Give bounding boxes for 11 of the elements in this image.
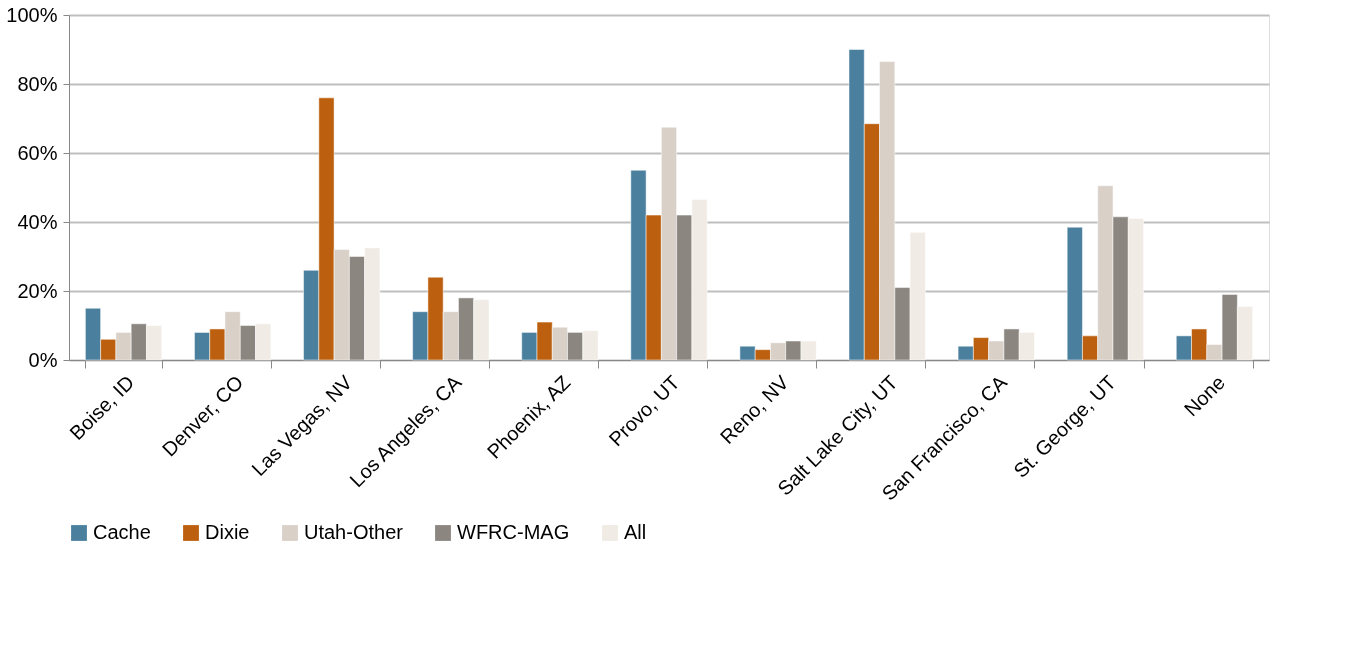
legend-label: Dixie <box>205 521 250 543</box>
y-tick-label: 40% <box>17 210 58 233</box>
legend-label: Cache <box>93 521 151 543</box>
y-tick-label: 20% <box>17 279 58 302</box>
y-tick-label: 0% <box>28 348 58 371</box>
y-tick-label: 80% <box>17 72 58 95</box>
legend-label: All <box>624 521 647 543</box>
legend-label: WFRC-MAG <box>457 521 570 543</box>
legend-label: Utah-Other <box>304 521 404 543</box>
y-tick-label: 100% <box>6 3 58 26</box>
y-tick-label: 60% <box>17 141 58 164</box>
